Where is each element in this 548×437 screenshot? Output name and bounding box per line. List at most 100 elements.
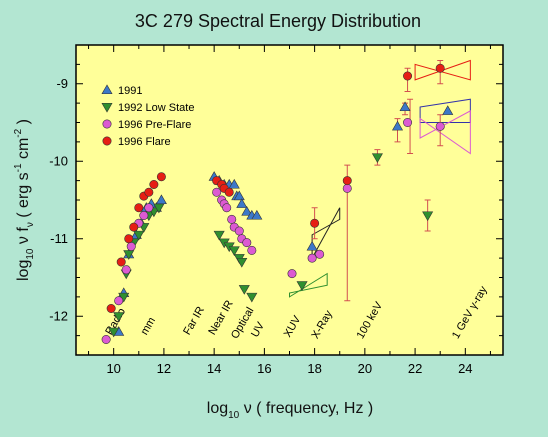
y-label-exp2: -2	[13, 128, 24, 137]
point-1996-pre-flare	[114, 296, 124, 306]
point-1992-low-state	[422, 211, 434, 222]
y-label-sub10: 10	[25, 248, 36, 260]
y-label-open: ( erg s	[15, 172, 32, 222]
point-1996-pre-flare	[315, 249, 325, 259]
point-1992-low-state	[123, 250, 135, 260]
plot-area	[75, 44, 504, 356]
series-1996-flare	[106, 63, 445, 313]
point-1991	[236, 198, 248, 208]
point-1992-low-state	[236, 257, 248, 268]
x-tick-label: 22	[408, 361, 422, 376]
y-label-exp1: -1	[13, 163, 24, 172]
point-1996-flare	[116, 257, 126, 267]
y-label-cm: cm	[15, 138, 32, 164]
point-1992-low-state	[371, 153, 383, 163]
point-1992-low-state	[228, 246, 240, 256]
x-axis: 10 12 14 16 18 20 22 24	[88, 45, 491, 376]
point-1996-pre-flare	[307, 253, 317, 263]
point-1991	[228, 178, 240, 189]
point-1996-flare	[435, 63, 445, 73]
point-1996-pre-flare	[435, 121, 445, 131]
x-tick-label: 18	[307, 361, 321, 376]
point-1991	[399, 101, 411, 112]
x-label-rest: ν ( frequency, Hz )	[239, 400, 373, 417]
point-1996-pre-flare	[101, 334, 111, 344]
legend-marker-1996-flare	[102, 136, 112, 146]
legend-label-1991: 1991	[118, 85, 142, 97]
point-1992-low-state	[153, 203, 165, 214]
bowties	[289, 59, 471, 298]
point-1996-pre-flare	[242, 238, 252, 248]
point-1991	[391, 120, 404, 131]
x-axis-label: log10 ν ( frequency, Hz )	[207, 400, 373, 421]
y-tick-label: -11	[50, 231, 68, 246]
point-1996-flare	[342, 176, 352, 186]
point-1996-pre-flare	[227, 214, 237, 224]
point-1996-pre-flare	[139, 211, 149, 221]
x-tick-label: 20	[358, 361, 372, 376]
x-label-log: log	[207, 400, 228, 417]
x-label-sub: 10	[228, 410, 240, 421]
x-tick-label: 14	[207, 361, 221, 376]
point-1996-flare	[144, 187, 154, 197]
point-1996-pre-flare	[287, 269, 297, 279]
y-tick-label: -10	[49, 153, 68, 168]
y-label-log: log	[15, 260, 32, 281]
legend-label-1996-flare: 1996 Flare	[118, 136, 171, 148]
chart-title: 3C 279 Spectral Energy Distribution	[135, 11, 421, 31]
bowtie-1992-low-state	[289, 272, 328, 298]
y-label-nu: ν f	[15, 227, 32, 249]
point-1996-flare	[156, 172, 166, 182]
bowtie-1996-pre-flare	[419, 110, 471, 155]
point-1996-pre-flare	[144, 203, 154, 213]
point-1992-low-state	[213, 230, 225, 241]
legend-marker-1996-pre-flare	[102, 119, 112, 129]
point-1996-flare	[129, 222, 139, 232]
x-tick-label: 12	[157, 361, 171, 376]
point-1996-flare	[106, 303, 116, 313]
point-1992-low-state	[108, 327, 120, 338]
y-tick-label: -12	[49, 308, 68, 323]
point-1992-low-state	[296, 281, 308, 291]
point-1992-low-state	[133, 230, 145, 241]
point-1992-low-state	[246, 292, 258, 303]
point-1996-pre-flare	[247, 245, 257, 255]
y-axis: -12 -11 -10 -9	[49, 44, 503, 356]
point-1996-flare	[224, 187, 234, 197]
point-1991	[241, 206, 253, 216]
point-1996-pre-flare	[234, 226, 244, 236]
legend-marker-1992-low-state	[101, 102, 113, 113]
point-1996-flare	[403, 71, 413, 81]
bowtie-1996-flare	[414, 59, 471, 81]
point-1996-flare	[149, 180, 159, 190]
y-tick-label: -9	[56, 76, 68, 91]
y-axis-label: log10 ν fν ( erg s-1 cm-2 )	[13, 119, 36, 281]
point-1996-flare	[310, 218, 320, 228]
legend-marker-1991	[101, 84, 113, 95]
point-1996-pre-flare	[126, 242, 136, 252]
series-1996-pre-flare	[101, 118, 445, 344]
legend-label-1992-low-state: 1992 Low State	[118, 102, 194, 114]
x-tick-label: 16	[257, 361, 271, 376]
y-label-close: )	[15, 119, 32, 129]
point-1996-flare	[124, 234, 134, 244]
point-1996-pre-flare	[342, 183, 352, 193]
point-1996-flare	[134, 203, 144, 213]
point-1996-pre-flare	[222, 203, 232, 213]
point-1991	[442, 105, 454, 115]
x-tick-label: 10	[106, 361, 120, 376]
point-1996-pre-flare	[403, 118, 413, 128]
point-1991	[251, 209, 263, 220]
x-tick-label: 24	[458, 361, 472, 376]
point-1991	[233, 190, 245, 201]
legend-label-1996-pre-flare: 1996 Pre-Flare	[118, 119, 191, 131]
y-label-subnu: ν	[25, 222, 36, 227]
point-1992-low-state	[238, 285, 250, 295]
point-1996-pre-flare	[212, 187, 222, 197]
point-1991	[306, 240, 318, 251]
data-points	[101, 63, 454, 344]
point-1996-pre-flare	[121, 265, 131, 275]
legend: 1991 1992 Low State 1996 Pre-Flare 1996 Fla…	[101, 84, 194, 148]
